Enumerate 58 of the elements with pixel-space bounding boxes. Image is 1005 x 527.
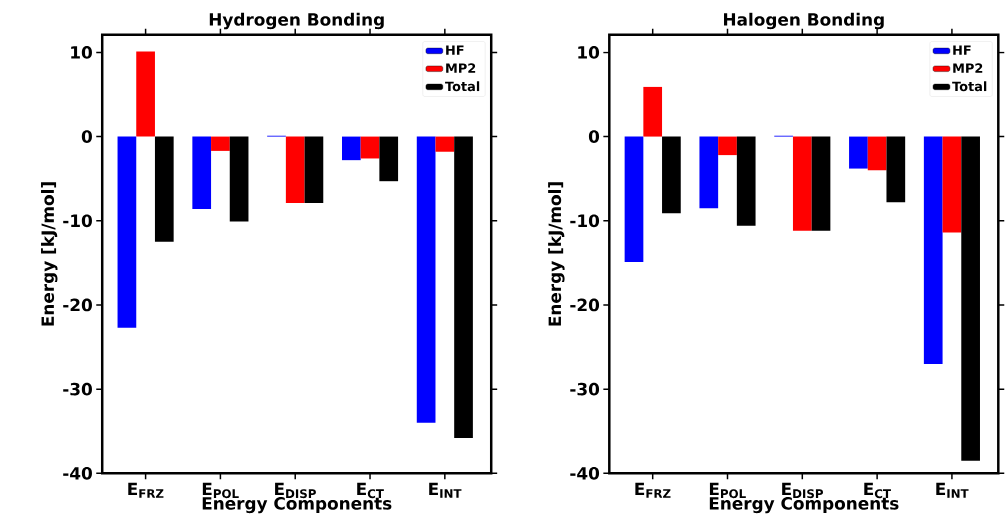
bar <box>154 136 174 242</box>
x-tick-label: E$_{CT}$ <box>864 482 891 499</box>
bar <box>643 86 663 137</box>
y-tick-label: 0 <box>81 130 92 143</box>
bar <box>229 136 249 222</box>
bar <box>662 136 681 214</box>
bar <box>454 136 473 439</box>
bar <box>416 136 436 423</box>
chart-title: Halogen Bonding <box>724 12 884 30</box>
y-tick-label: -40 <box>570 466 600 480</box>
x-tick-label: E$_{CT}$ <box>357 482 384 499</box>
bar <box>886 136 906 203</box>
bar <box>211 136 230 151</box>
bar <box>792 136 812 231</box>
y-tick-label: -20 <box>570 298 600 312</box>
x-axis-title: Energy Components <box>709 497 899 514</box>
x-tick-label: E$_{INT}$ <box>429 482 462 498</box>
y-tick-label: -10 <box>570 214 600 228</box>
bar <box>117 136 137 328</box>
bar <box>304 136 324 204</box>
legend-label: MP2 <box>446 63 476 73</box>
y-tick-label: -30 <box>570 382 600 396</box>
y-tick-label: 10 <box>578 46 600 59</box>
bar <box>961 136 980 461</box>
x-tick-label: E$_{FRZ}$ <box>128 482 164 498</box>
y-tick-label: -10 <box>63 214 92 228</box>
x-tick-label: E$_{FRZ}$ <box>635 482 671 498</box>
legend-label: HF <box>446 45 464 55</box>
y-tick-label: -30 <box>63 382 92 396</box>
bar <box>379 136 399 182</box>
bar <box>136 51 155 137</box>
y-tick-label: 0 <box>588 130 600 143</box>
y-tick-label: 10 <box>71 46 92 59</box>
bar <box>285 136 305 204</box>
bar <box>867 136 887 171</box>
bar <box>718 136 737 156</box>
x-axis-title: Energy Components <box>202 497 392 514</box>
bar <box>923 136 943 364</box>
bar <box>699 136 719 209</box>
legend-label: MP2 <box>953 63 983 73</box>
y-axis-title: Energy [kJ/mol] <box>41 182 58 326</box>
bar <box>811 136 831 231</box>
legend-label: HF <box>953 45 971 55</box>
bar <box>624 136 644 263</box>
bar <box>942 136 962 233</box>
x-tick-label: E$_{INT}$ <box>936 482 969 498</box>
y-tick-label: -40 <box>63 466 92 480</box>
chart-title: Hydrogen Bonding <box>209 12 384 30</box>
bar <box>192 136 212 210</box>
bar <box>736 136 756 226</box>
legend-label: Total <box>952 81 987 92</box>
legend-label: Total <box>445 81 480 92</box>
bar <box>360 136 380 159</box>
bar <box>849 136 868 169</box>
bar <box>435 136 455 152</box>
bar <box>341 136 361 161</box>
y-axis-title: Energy [kJ/mol] <box>548 182 565 326</box>
y-tick-label: -20 <box>63 298 92 312</box>
